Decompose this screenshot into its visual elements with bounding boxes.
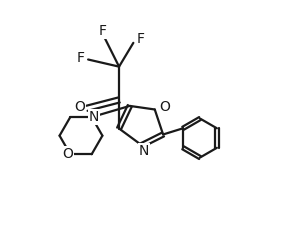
Text: F: F — [77, 51, 85, 65]
Text: F: F — [136, 32, 145, 46]
Text: F: F — [98, 24, 106, 38]
Text: N: N — [139, 144, 149, 158]
Text: N: N — [89, 110, 99, 124]
Text: O: O — [62, 147, 73, 161]
Text: O: O — [74, 100, 85, 114]
Text: O: O — [159, 100, 170, 114]
